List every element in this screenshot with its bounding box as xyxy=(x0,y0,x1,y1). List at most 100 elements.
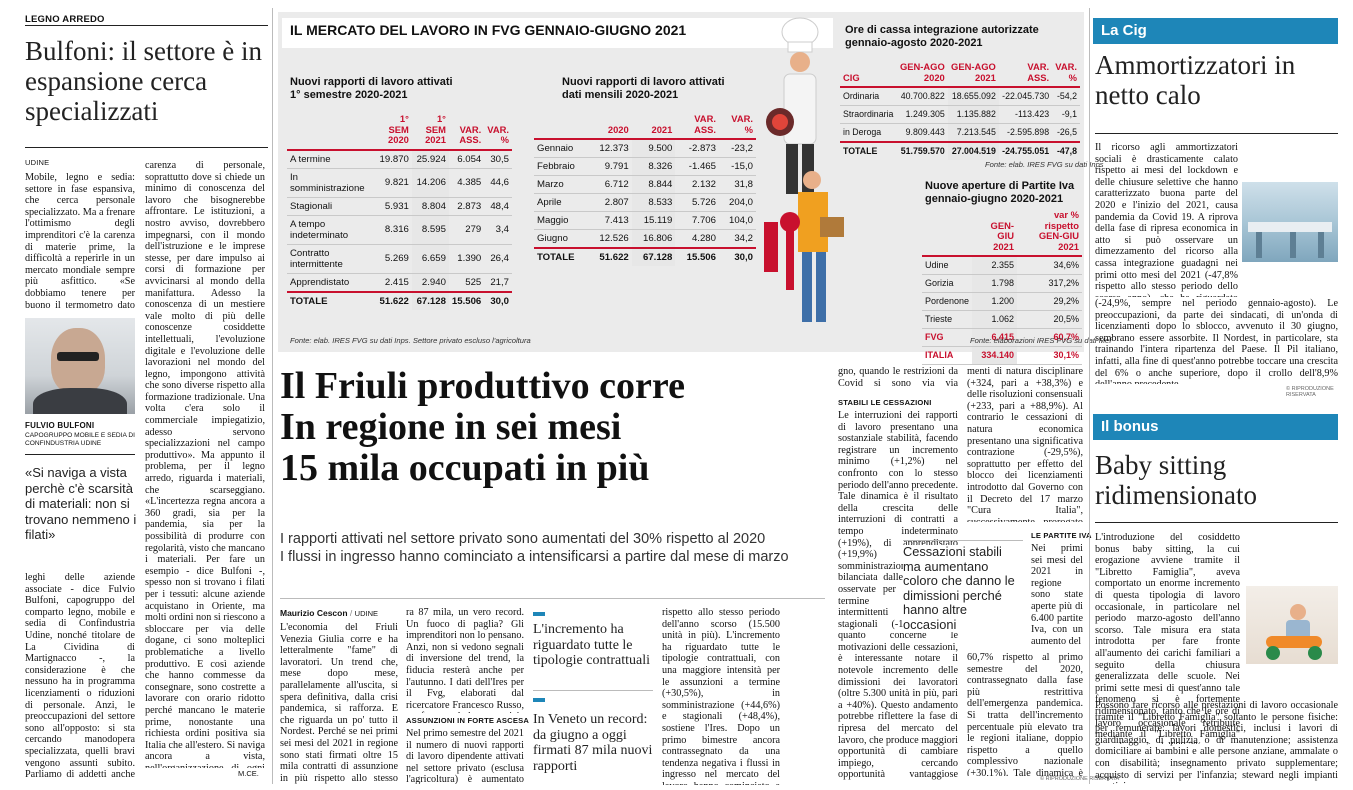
table-header-cell: VAR. ASS. xyxy=(448,112,485,151)
table-cell: 31,8 xyxy=(718,175,756,194)
table-cell: 29,2% xyxy=(1016,292,1082,311)
main-col2-text: ra 87 mila, un vero record. Un fuoco di … xyxy=(406,607,524,713)
table-cell: 1.390 xyxy=(448,244,485,274)
right-tag1: La Cig xyxy=(1101,22,1147,39)
main-col2-subhead: ASSUNZIONI IN FORTE ASCESA xyxy=(406,716,530,725)
table-cell: 9.500 xyxy=(631,139,676,158)
table-cell: in Deroga xyxy=(840,123,897,143)
table-cell: 30,0 xyxy=(718,247,756,266)
right-repro1: © RIPRODUZIONE RISERVATA xyxy=(1286,386,1334,398)
table-row: Pordenone 1.200 29,2% xyxy=(922,292,1082,311)
table-header-cell: var % rispetto GEN-GIU 2021 xyxy=(1016,208,1082,257)
table-header-cell: VAR. % xyxy=(1052,60,1080,88)
table-cell: Aprile xyxy=(534,193,589,212)
table-cell: Pordenone xyxy=(922,292,973,311)
table-row: Maggio 7.413 15.119 7.706 104,0 xyxy=(534,211,756,230)
table-cell: 317,2% xyxy=(1016,274,1082,293)
table-cell: 8.844 xyxy=(631,175,676,194)
table-cell: TOTALE xyxy=(534,247,589,266)
table-cell: 40.700.822 xyxy=(896,87,948,106)
table-cell: -2.873 xyxy=(675,139,719,158)
table-cell: 14.206 xyxy=(411,168,449,198)
pull-quote-3: Cessazioni stabili ma aumentano coloro c… xyxy=(903,544,1021,632)
table-cell: -2.595.898 xyxy=(998,123,1053,143)
table-cell: 2.355 xyxy=(972,256,1017,275)
table3-title: Ore di cassa integrazione autorizzate ge… xyxy=(845,24,1039,49)
banner-box xyxy=(278,18,833,48)
table-cell: 1.249.305 xyxy=(896,105,948,124)
table-row: In somministrazione 9.821 14.206 4.385 44,6 xyxy=(287,168,512,198)
table-cell: TOTALE xyxy=(840,141,897,160)
table-cell: 2.807 xyxy=(588,193,632,212)
table-header-row: GEN-GIU 2021 var % rispetto GEN-GIU 2021 xyxy=(922,208,1082,257)
factory-photo xyxy=(1242,182,1338,262)
table-row: A tempo indeterminato 8.316 8.595 279 3,4 xyxy=(287,215,512,245)
table1: 1° SEM 2020 1° SEM 2021 VAR. ASS. VAR. % A t… xyxy=(287,112,512,310)
table-cell: 334.140 xyxy=(972,346,1017,365)
left-initials: M.CE. xyxy=(238,769,259,778)
table-cell: Gennaio xyxy=(534,139,589,158)
main-col5b-text: Nei primi sei mesi del 2021 in regione s… xyxy=(1031,543,1083,647)
table-cell: Apprendistato xyxy=(287,273,375,292)
table-cell: 27.004.519 xyxy=(947,141,999,160)
main-col4-subhead: STABILI LE CESSAZIONI xyxy=(838,398,932,407)
table-cell: 8.533 xyxy=(631,193,676,212)
main-col5-subhead: LE PARTITE IVA xyxy=(1031,531,1092,540)
table1-source: Fonte: elab. IRES FVG su dati Inps. Sett… xyxy=(290,336,531,345)
table-cell: 5.269 xyxy=(374,244,412,274)
left-col1-text: Mobile, legno e sedia: settore in fase e… xyxy=(25,172,135,312)
pull-quote-2: In Veneto un record: da giugno a oggi fi… xyxy=(533,712,653,774)
byline: Maurizio Cescon / UDINE xyxy=(280,608,378,618)
table-cell: 26,4 xyxy=(484,244,512,274)
table-header-row: 1° SEM 2020 1° SEM 2021 VAR. ASS. VAR. % xyxy=(287,112,512,151)
table-cell: TOTALE xyxy=(287,290,375,310)
main-col4-text: Le interruzioni dei rapporti di lavoro p… xyxy=(838,410,958,782)
table-header-cell: GEN-AGO 2020 xyxy=(896,60,948,88)
child-toy-photo xyxy=(1246,586,1338,664)
right-text2b: Possono fare ricorso alle prestazioni di… xyxy=(1095,700,1338,784)
table-cell: FVG xyxy=(922,328,973,347)
table-cell: 25.924 xyxy=(411,149,449,169)
table2: 2020 2021 VAR. ASS. VAR. % Gennaio 12.373 9.50… xyxy=(534,112,756,266)
table-cell: -26,5 xyxy=(1052,123,1080,143)
table-row: Marzo 6.712 8.844 2.132 31,8 xyxy=(534,175,756,194)
table-row: A termine 19.870 25.924 6.054 30,5 xyxy=(287,149,512,169)
byline-dateline: UDINE xyxy=(354,609,378,618)
table1-title: Nuovi rapporti di lavoro attivati 1° sem… xyxy=(290,76,453,101)
left-col2-text: carenza di personale, soprattutto dove s… xyxy=(145,160,265,768)
table-cell: -113.423 xyxy=(998,105,1053,124)
table-cell: Marzo xyxy=(534,175,589,194)
table-cell: 2.415 xyxy=(374,273,412,292)
table-header-cell xyxy=(922,208,973,257)
table-cell: ITALIA xyxy=(922,346,973,365)
table-row: TOTALE 51.622 67.128 15.506 30,0 xyxy=(287,290,512,310)
photo-caption-role: CAPOGRUPPO MOBILE E SEDIA DI CONFINDUSTR… xyxy=(25,432,135,447)
table-row: Trieste 1.062 20,5% xyxy=(922,310,1082,329)
workers-illustration xyxy=(750,12,845,352)
main-repro: © RIPRODUZIONE RISERVATA xyxy=(1040,776,1120,782)
table-cell: Udine xyxy=(922,256,973,275)
table-row: Aprile 2.807 8.533 5.726 204,0 xyxy=(534,193,756,212)
table-cell: Maggio xyxy=(534,211,589,230)
table-cell: 51.622 xyxy=(374,290,412,310)
table-cell: Ordinaria xyxy=(840,87,897,106)
table4: GEN-GIU 2021 var % rispetto GEN-GIU 2021 U… xyxy=(922,208,1082,365)
table-cell: 67.128 xyxy=(411,290,449,310)
table-cell: 8.316 xyxy=(374,215,412,245)
table-cell: 8.326 xyxy=(631,157,676,176)
table-cell: Trieste xyxy=(922,310,973,329)
table-cell: 104,0 xyxy=(718,211,756,230)
table-cell: 30,1% xyxy=(1016,346,1082,365)
table-header-cell: VAR. % xyxy=(718,112,756,140)
table-header-cell xyxy=(287,112,375,151)
table-row: Straordinaria 1.249.305 1.135.882 -113.423-… xyxy=(840,105,1080,124)
table-cell: A tempo indeterminato xyxy=(287,215,375,245)
table-cell: 12.373 xyxy=(588,139,632,158)
table-header-cell: GEN-GIU 2021 xyxy=(972,208,1017,257)
table-header-cell: CIG xyxy=(840,60,897,88)
table-cell: 7.413 xyxy=(588,211,632,230)
infographic-banner: IL MERCATO DEL LAVORO IN FVG GENNAIO-GIU… xyxy=(290,22,687,38)
table-cell: 1.135.882 xyxy=(947,105,999,124)
table-cell: 4.385 xyxy=(448,168,485,198)
table-cell: 60,7% xyxy=(1016,328,1082,347)
